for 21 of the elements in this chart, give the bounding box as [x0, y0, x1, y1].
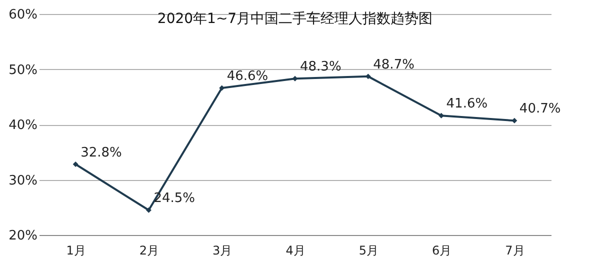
- data-label: 48.3%: [300, 60, 342, 75]
- data-label: 41.6%: [446, 96, 488, 112]
- x-tick-label: 6月: [432, 244, 452, 258]
- data-label: 48.7%: [373, 57, 414, 72]
- x-tick-label: 7月: [505, 244, 525, 258]
- chart-title: 2020年1~7月中国二手车经理人指数趋势图: [157, 11, 433, 27]
- y-tick-label: 50%: [8, 62, 38, 78]
- y-tick-label: 20%: [8, 228, 38, 244]
- y-tick-label: 60%: [8, 8, 38, 22]
- data-label: 46.6%: [226, 69, 268, 84]
- x-tick-label: 1月: [66, 244, 86, 258]
- data-label: 40.7%: [519, 102, 561, 117]
- x-tick-label: 2月: [139, 244, 160, 258]
- y-tick-label: 40%: [8, 118, 38, 133]
- point: [72, 162, 78, 168]
- y-tick-label: 30%: [8, 173, 38, 188]
- x-tick-label: 4月: [286, 244, 306, 258]
- x-tick-label: 3月: [212, 244, 232, 258]
- data-label: 32.8%: [80, 145, 122, 160]
- point: [146, 207, 152, 213]
- x-tick-label: 5月: [358, 244, 378, 258]
